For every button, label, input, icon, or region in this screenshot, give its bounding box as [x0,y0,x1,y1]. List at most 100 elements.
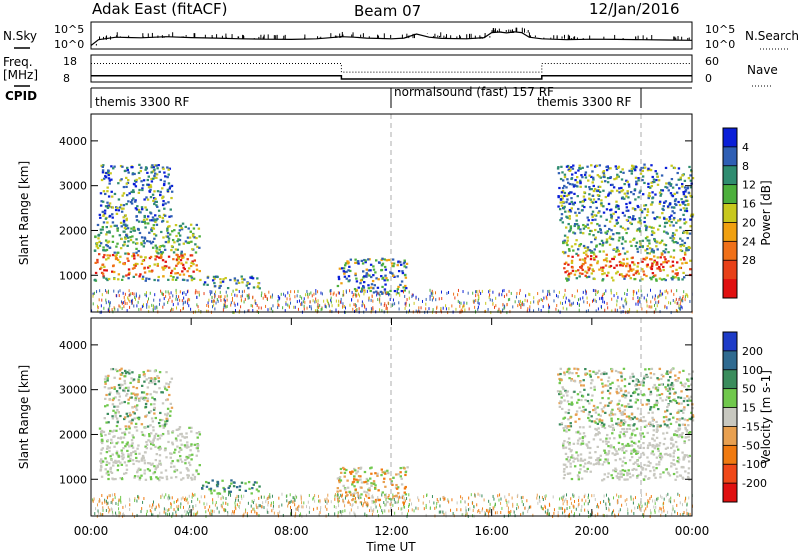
ground-scatter [428,307,430,311]
scatter-cell [176,434,180,437]
scatter-cell [564,210,567,213]
scatter-cell [161,216,165,220]
scatter-cell [144,206,147,209]
ground-scatter [398,301,400,305]
scatter-cell [159,476,162,479]
scatter-cell [342,267,346,270]
scatter-cell [344,488,347,491]
scatter-cell [140,243,143,246]
scatter-cell [623,469,627,473]
scatter-cell [211,279,215,282]
scatter-cell [563,262,567,265]
scatter-cell [575,277,579,280]
scatter-cell [679,218,682,221]
scatter-cell [132,229,135,232]
scatter-cell [686,236,689,240]
scatter-cell [651,437,654,441]
ground-scatter [163,302,165,306]
scatter-cell [132,182,136,186]
ground-scatter [646,504,648,508]
scatter-cell [166,407,170,410]
scatter-cell [165,414,169,417]
scatter-cell [170,377,174,380]
scatter-cell [686,403,690,407]
scatter-cell [603,224,607,228]
scatter-cell [131,267,135,270]
scatter-cell [685,429,689,433]
scatter-cell [685,247,688,250]
scatter-cell [652,429,656,432]
scatter-cell [163,171,166,174]
ground-scatter [298,504,300,508]
scatter-cell [178,243,181,246]
scatter-cell [383,279,386,282]
scatter-cell [687,248,690,251]
scatter-cell [586,444,589,447]
scatter-cell [216,492,219,495]
ground-scatter [354,304,356,308]
scatter-cell [566,400,570,403]
scatter-cell [683,440,686,443]
scatter-cell [142,373,146,376]
scatter-cell [353,478,356,481]
scatter-cell [655,261,659,264]
scatter-cell [359,475,362,478]
scatter-cell [580,409,583,413]
scatter-cell [164,387,167,390]
ground-scatter [330,289,332,293]
scatter-cell [594,236,597,239]
ground-scatter [213,303,215,307]
scatter-cell [677,409,681,412]
scatter-cell [562,394,565,397]
scatter-cell [615,219,618,222]
scatter-cell [602,259,606,262]
scatter-cell [349,471,352,474]
scatter-cell [179,455,182,458]
scatter-cell [673,211,676,215]
scatter-cell [106,278,109,282]
scatter-cell [625,179,628,182]
scatter-cell [558,423,562,426]
scatter-cell [182,477,185,480]
scatter-cell [131,255,134,258]
scatter-cell [556,167,560,170]
ground-scatter [297,307,299,311]
scatter-cell [678,419,681,422]
scatter-cell [360,287,364,290]
scatter-cell [153,412,156,415]
ground-scatter [175,288,177,292]
ground-scatter [167,290,169,294]
scatter-cell [683,231,686,234]
scatter-cell [140,459,143,462]
ground-scatter [142,500,144,504]
scatter-cell [384,268,388,271]
scatter-cell [104,239,108,242]
ground-scatter [360,288,362,292]
ground-scatter [586,296,588,300]
ground-scatter [129,305,131,309]
ground-scatter [290,301,292,305]
scatter-cell [690,383,693,386]
scatter-cell [226,286,230,290]
scatter-cell [134,406,138,409]
ground-scatter [234,293,236,297]
scatter-cell [140,236,144,239]
scatter-cell [651,262,654,265]
ground-scatter [133,292,135,296]
scatter-cell [687,191,691,194]
scatter-cell [646,464,649,467]
scatter-cell [355,472,358,475]
scatter-cell [653,261,656,264]
ground-scatter [345,290,347,294]
ground-scatter [248,293,250,297]
scatter-cell [596,406,599,409]
scatter-cell [397,270,401,273]
scatter-cell [367,496,371,500]
freq-label: Freq. [3,55,33,69]
scatter-cell [656,424,659,427]
scatter-cell [623,405,627,408]
scatter-cell [570,200,573,204]
ground-scatter [682,296,684,300]
ground-scatter [131,301,133,305]
